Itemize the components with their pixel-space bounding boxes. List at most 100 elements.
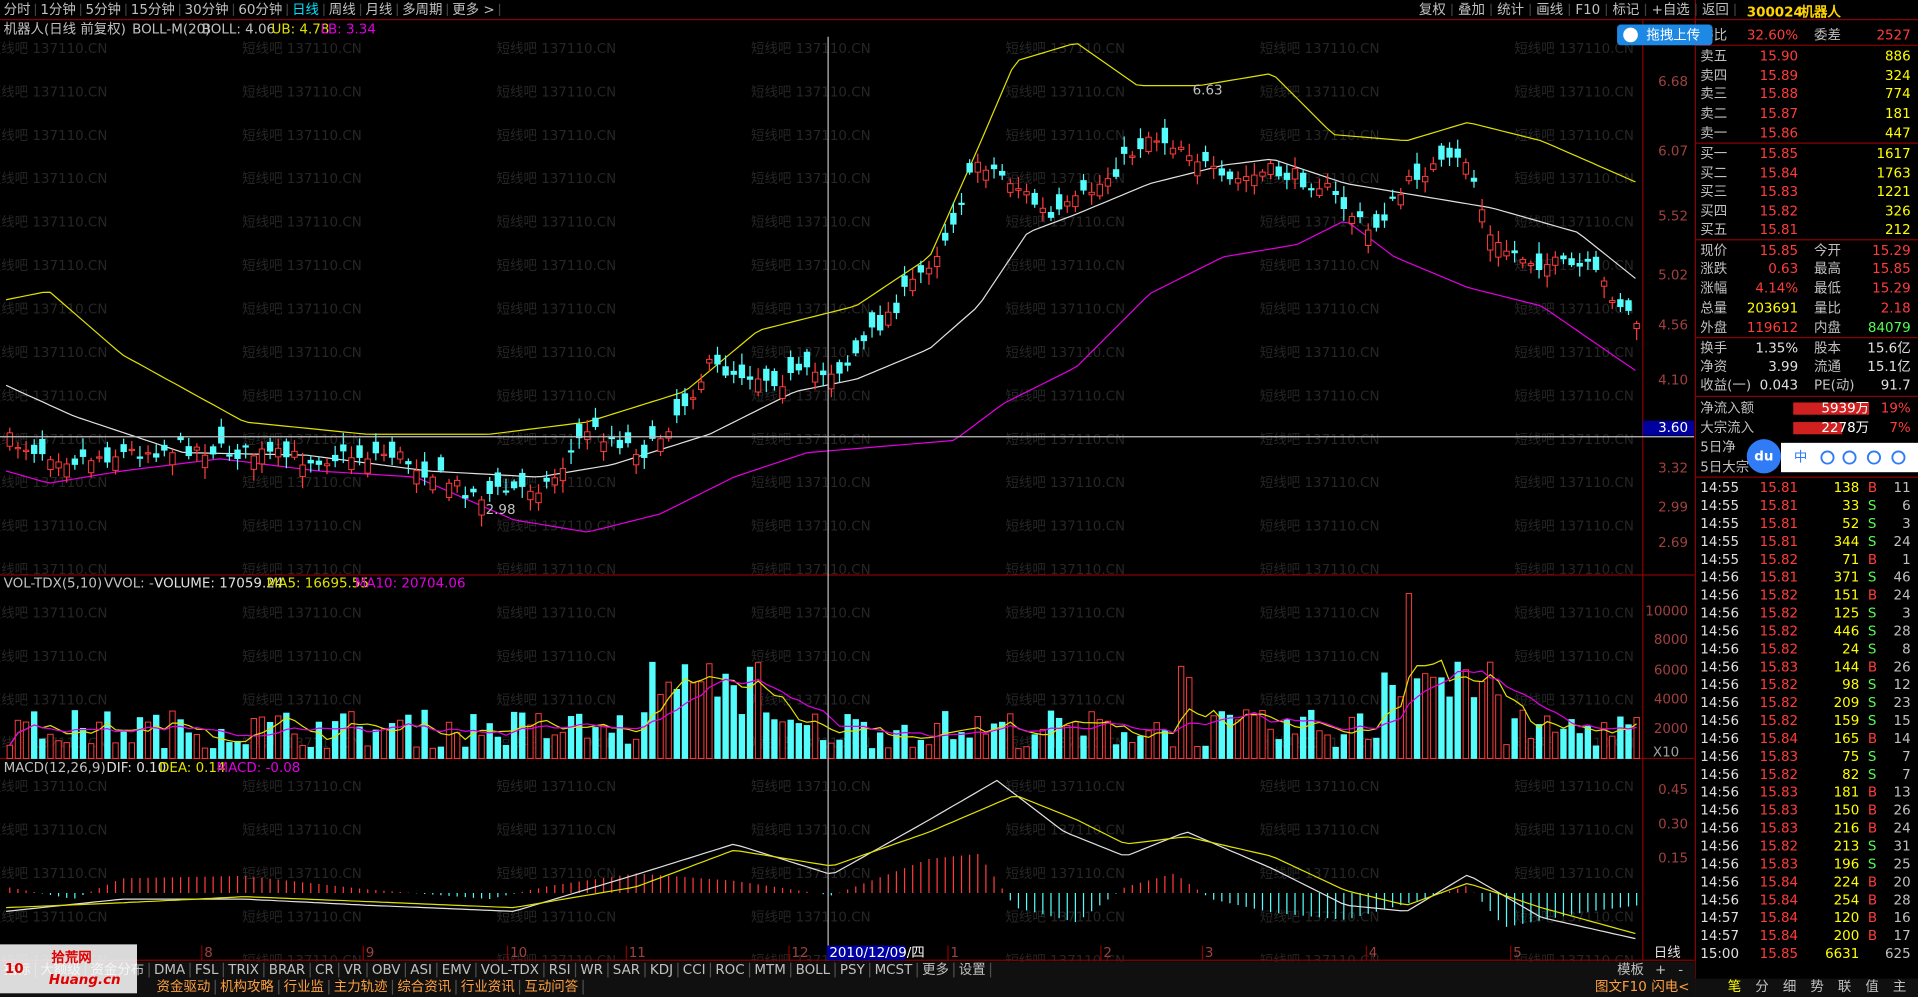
candle <box>1218 168 1225 176</box>
tool-button[interactable]: 叠加 <box>1458 2 1485 18</box>
volume-bar <box>242 744 249 759</box>
label: 现价 <box>1700 244 1727 259</box>
indicator-tab[interactable]: BOLL <box>796 963 831 978</box>
indicator-tab[interactable]: ASI <box>410 963 432 978</box>
watermark: 短线吧 137110.CN <box>1260 605 1380 621</box>
side-tab[interactable]: 主 <box>1893 979 1906 995</box>
candle <box>405 461 412 465</box>
info-tab[interactable]: 行业资讯 <box>461 979 515 995</box>
label: BOLL: 4.06 <box>202 22 275 37</box>
tool-button[interactable]: F10 <box>1575 3 1600 18</box>
indicator-tab[interactable]: MCST <box>875 963 914 978</box>
label: S <box>1868 571 1877 586</box>
candle <box>1291 168 1299 180</box>
label: 82 <box>1842 768 1859 783</box>
label: 25 <box>1894 857 1911 872</box>
indicator-tab[interactable]: BRAR <box>269 963 306 978</box>
indicator-tab[interactable]: SAR <box>613 963 640 978</box>
tab[interactable]: 月线 <box>365 2 392 18</box>
volume-bar <box>1267 728 1274 759</box>
volume-bar <box>974 716 981 759</box>
tab[interactable]: 5分钟 <box>86 1 121 18</box>
watermark: 短线吧 137110.CN <box>1005 388 1125 404</box>
volume-bar <box>632 738 640 759</box>
label: du <box>1754 449 1773 464</box>
indicator-tab[interactable]: RSI <box>549 963 571 978</box>
label[interactable]: - <box>1678 963 1683 978</box>
indicator-tab[interactable]: WR <box>580 963 603 978</box>
du-tool-icon[interactable] <box>1820 450 1835 465</box>
du-tool-icon[interactable] <box>1842 450 1857 465</box>
indicator-tab[interactable]: EMV <box>442 963 472 978</box>
info-tab[interactable]: 机构攻略 <box>220 979 274 995</box>
tab[interactable]: 多周期 <box>402 1 442 18</box>
label: 15.83 <box>1760 822 1798 837</box>
indicator-tab[interactable]: DMA <box>154 963 186 978</box>
side-tab[interactable]: 联 <box>1838 979 1851 995</box>
watermark: 短线吧 137110.CN <box>242 909 362 925</box>
candle <box>364 458 371 474</box>
du-tool-icon[interactable] <box>1866 450 1881 465</box>
indicator-tab[interactable]: FSL <box>195 963 219 978</box>
label: 15:00 <box>1700 947 1739 962</box>
label[interactable]: + <box>1655 963 1666 978</box>
indicator-tab[interactable]: TRIX <box>227 963 259 978</box>
label: 212 <box>1885 223 1911 238</box>
tab[interactable]: 分时 <box>4 2 31 18</box>
watermark: 短线吧 137110.CN <box>0 866 107 882</box>
indicator-tab[interactable]: OBV <box>372 963 401 978</box>
tool-button[interactable]: +自选 <box>1652 2 1690 18</box>
tool-button[interactable]: 标记 <box>1612 2 1639 18</box>
du-tool-icon[interactable] <box>1891 450 1906 465</box>
indicator-tab[interactable]: 更多 <box>922 961 949 978</box>
indicator-tab[interactable]: PSY <box>840 963 866 978</box>
indicator-tab[interactable]: CCI <box>683 963 706 978</box>
indicator-tab[interactable]: VOL-TDX <box>481 963 539 978</box>
label[interactable]: 模板 <box>1617 962 1644 978</box>
label: 5日净 <box>1700 440 1735 456</box>
indicator-tab[interactable]: CR <box>315 963 334 978</box>
tool-button[interactable]: 画线 <box>1536 2 1563 18</box>
tab[interactable]: 1分钟 <box>40 1 75 18</box>
info-tab[interactable]: 互动问答 <box>524 978 578 995</box>
candle <box>209 446 217 455</box>
label: 15.87 <box>1760 107 1798 122</box>
watermark: 短线吧 137110.CN <box>1514 692 1634 708</box>
upload-button[interactable] <box>1617 24 1713 46</box>
volume-bar <box>527 724 534 759</box>
info-tab[interactable]: 行业监 <box>284 979 324 995</box>
side-tab[interactable]: 笔 <box>1728 979 1741 995</box>
info-tab[interactable]: 主力轨迹 <box>334 979 388 995</box>
indicator-tab[interactable]: KDJ <box>650 963 673 978</box>
label[interactable]: 闪电< <box>1651 979 1689 995</box>
info-tab[interactable]: 资金驱动 <box>157 979 211 995</box>
tab[interactable]: 30分钟 <box>185 1 229 18</box>
tool-button[interactable]: 统计 <box>1497 2 1524 18</box>
tab[interactable]: 日线 <box>292 2 319 18</box>
indicator-tab[interactable]: MTM <box>754 963 785 978</box>
side-tab[interactable]: 细 <box>1783 979 1796 995</box>
volume-bar <box>1519 709 1526 759</box>
side-tab[interactable]: 值 <box>1865 979 1878 995</box>
tab[interactable]: 60分钟 <box>238 1 282 18</box>
side-tab[interactable]: 分 <box>1755 979 1768 995</box>
indicator-tab[interactable]: VR <box>344 963 363 978</box>
label[interactable]: 图文F10 <box>1595 979 1647 995</box>
candle <box>779 386 786 399</box>
candle <box>795 363 803 371</box>
tab[interactable]: 周线 <box>329 2 356 18</box>
tool-button[interactable]: 复权 <box>1419 1 1446 18</box>
volume-bar <box>462 746 469 759</box>
watermark: 短线吧 137110.CN <box>1514 519 1634 535</box>
tab[interactable]: 更多 > <box>452 1 494 18</box>
y-tick-label: 3.32 <box>1658 462 1688 477</box>
side-tab[interactable]: 势 <box>1810 979 1823 995</box>
tab[interactable]: 15分钟 <box>131 1 175 18</box>
info-tab[interactable]: 综合资讯 <box>397 979 451 995</box>
indicator-tab[interactable]: 设置 <box>959 962 986 978</box>
tool-button[interactable]: 返回 <box>1702 2 1729 18</box>
volume-bar <box>1324 734 1331 759</box>
indicator-tab[interactable]: ROC <box>715 963 744 978</box>
label: 净流入额 <box>1700 401 1754 417</box>
